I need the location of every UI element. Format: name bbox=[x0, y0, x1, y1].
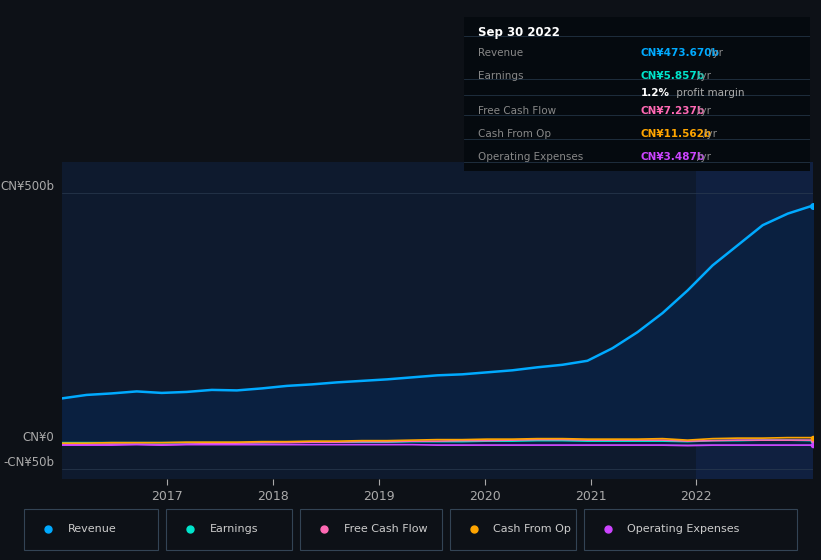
Text: -CN¥50b: -CN¥50b bbox=[3, 456, 54, 469]
Text: profit margin: profit margin bbox=[673, 88, 745, 99]
Text: Earnings: Earnings bbox=[478, 71, 523, 81]
Text: CN¥7.237b: CN¥7.237b bbox=[640, 106, 705, 116]
Text: 1.2%: 1.2% bbox=[640, 88, 670, 99]
Text: Revenue: Revenue bbox=[478, 48, 523, 58]
Text: Earnings: Earnings bbox=[209, 524, 258, 534]
Text: Free Cash Flow: Free Cash Flow bbox=[478, 106, 556, 116]
Text: Operating Expenses: Operating Expenses bbox=[478, 152, 583, 162]
Text: Free Cash Flow: Free Cash Flow bbox=[343, 524, 427, 534]
Bar bbox=[696, 162, 813, 479]
Text: CN¥11.562b: CN¥11.562b bbox=[640, 129, 712, 139]
Text: CN¥3.487b: CN¥3.487b bbox=[640, 152, 705, 162]
Text: /yr: /yr bbox=[703, 129, 717, 139]
Text: /yr: /yr bbox=[697, 71, 711, 81]
Text: Sep 30 2022: Sep 30 2022 bbox=[478, 26, 560, 39]
Text: CN¥473.670b: CN¥473.670b bbox=[640, 48, 719, 58]
Text: CN¥0: CN¥0 bbox=[22, 431, 54, 444]
Text: /yr: /yr bbox=[697, 152, 711, 162]
Text: CN¥500b: CN¥500b bbox=[0, 180, 54, 193]
Text: CN¥5.857b: CN¥5.857b bbox=[640, 71, 704, 81]
Text: Revenue: Revenue bbox=[67, 524, 117, 534]
Text: Cash From Op: Cash From Op bbox=[493, 524, 571, 534]
Text: /yr: /yr bbox=[697, 106, 711, 116]
Text: Cash From Op: Cash From Op bbox=[478, 129, 551, 139]
Text: Operating Expenses: Operating Expenses bbox=[627, 524, 740, 534]
Text: /yr: /yr bbox=[709, 48, 722, 58]
